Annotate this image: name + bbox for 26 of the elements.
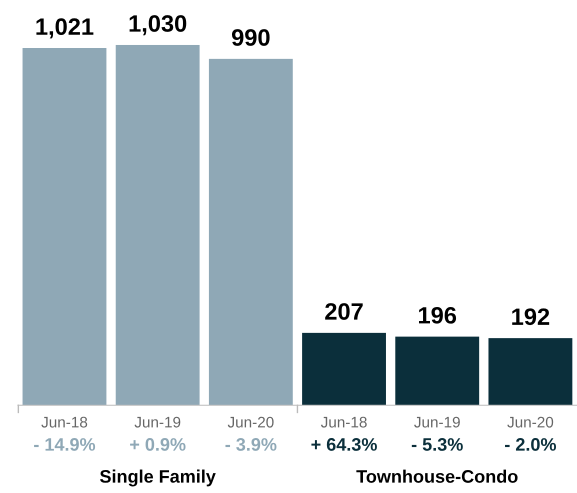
text: - 3.9% [225,438,276,451]
text: + 0.9% [130,438,186,451]
bar [22,48,106,406]
text: Townhouse-Condo [356,470,518,483]
x-tick-label: Jun-18 [41,416,88,428]
bar [395,336,480,406]
bar [302,332,386,406]
bar [116,44,200,406]
bar [208,58,293,406]
text: - 5.3% [412,438,463,451]
x-tick-label: Jun-19 [134,416,180,428]
x-tick-label: Jun-18 [320,416,367,428]
data-label: 207 [325,303,363,320]
x-tick-label: Jun-19 [414,416,460,428]
text: - 2.0% [505,438,556,451]
bar [488,338,572,406]
x-tick-label: Jun-20 [507,416,554,428]
text: - 14.9% [34,438,96,451]
data-label: 990 [232,29,270,46]
data-label: 196 [419,306,456,324]
x-tick-label: Jun-20 [228,416,274,428]
data-label: 1,030 [130,15,186,36]
data-label: 192 [512,308,550,326]
data-label: 1,021 [36,18,94,38]
text: Single Family [100,470,216,486]
text: + 64.3% [311,438,377,451]
